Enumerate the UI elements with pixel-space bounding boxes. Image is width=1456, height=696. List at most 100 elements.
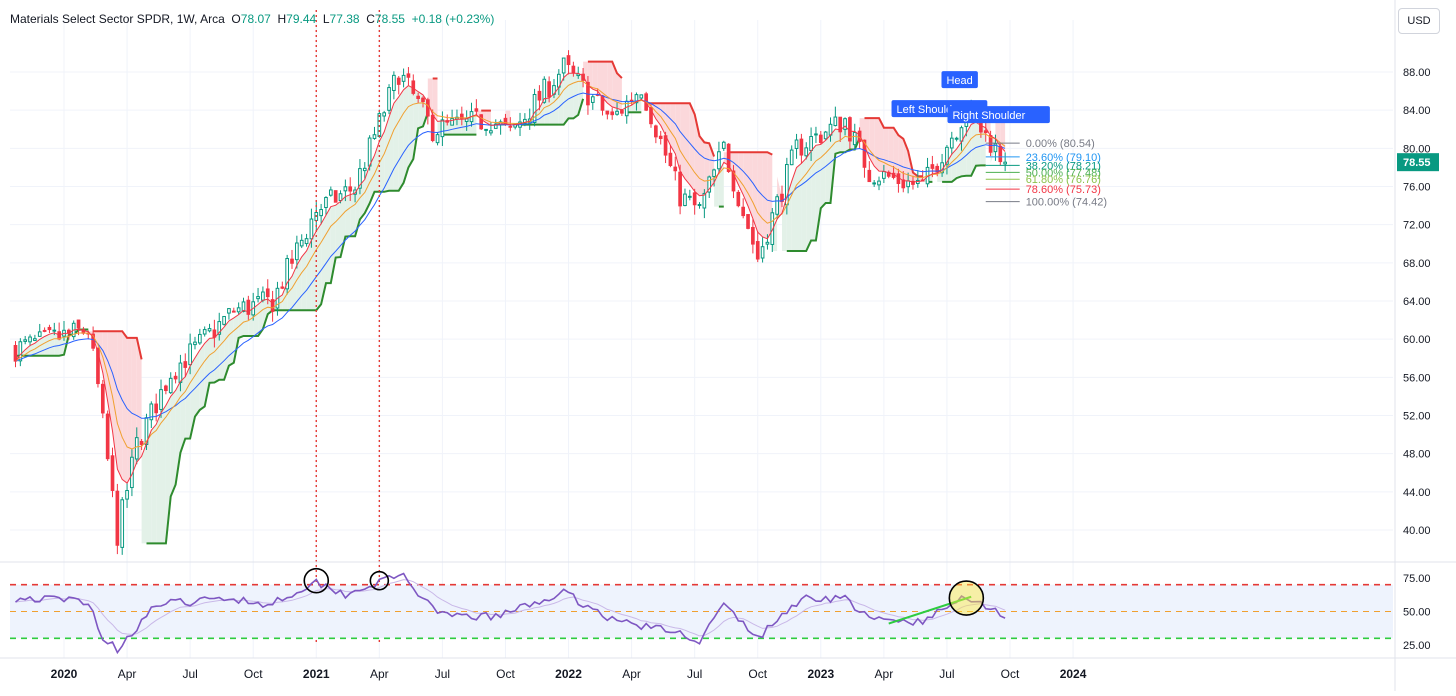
x-tick-label: Apr bbox=[118, 667, 137, 681]
candle-body bbox=[567, 56, 570, 65]
candle-body bbox=[606, 111, 609, 114]
candle bbox=[203, 326, 206, 336]
candle-body bbox=[761, 247, 764, 258]
candle bbox=[950, 132, 953, 155]
candle-body bbox=[213, 330, 216, 337]
x-tick-label: 2022 bbox=[555, 667, 582, 681]
y-tick-label: 88.00 bbox=[1403, 67, 1431, 79]
candle bbox=[795, 134, 798, 159]
candle-body bbox=[393, 75, 396, 90]
open-value: 78.07 bbox=[241, 12, 271, 26]
candle-body bbox=[611, 112, 614, 115]
candle-body bbox=[291, 259, 294, 263]
candle bbox=[155, 394, 158, 422]
pattern-label-text: Head bbox=[946, 75, 972, 87]
band-segment bbox=[685, 103, 690, 184]
band-segment bbox=[229, 318, 234, 366]
candle bbox=[824, 131, 827, 140]
candle-body bbox=[824, 132, 827, 139]
candle bbox=[708, 176, 711, 198]
candle bbox=[199, 329, 202, 345]
candle-body bbox=[174, 376, 177, 379]
candle bbox=[106, 411, 109, 461]
y-tick-label: 40.00 bbox=[1403, 525, 1431, 537]
candle-body bbox=[232, 311, 235, 312]
candle-body bbox=[388, 88, 391, 111]
candle-body bbox=[106, 414, 109, 459]
candle bbox=[121, 497, 124, 555]
candle-body bbox=[562, 58, 565, 73]
candle bbox=[567, 50, 570, 74]
candle bbox=[815, 127, 818, 143]
y-tick-label: 52.00 bbox=[1403, 411, 1431, 423]
candle-body bbox=[339, 194, 342, 201]
x-tick-label: 2020 bbox=[51, 667, 78, 681]
candle bbox=[174, 372, 177, 383]
candle-body bbox=[24, 340, 27, 342]
x-tick-label: Jul bbox=[687, 667, 702, 681]
candle bbox=[228, 308, 231, 319]
candle bbox=[334, 191, 337, 203]
candle-body bbox=[878, 181, 881, 185]
candle-body bbox=[548, 82, 551, 97]
candle-body bbox=[669, 153, 672, 165]
candle-body bbox=[931, 165, 934, 169]
candle-body bbox=[34, 339, 37, 341]
pattern-label: Right Shoulder bbox=[947, 106, 1049, 123]
candle-body bbox=[819, 135, 822, 142]
candle-body bbox=[485, 129, 488, 130]
candle bbox=[873, 180, 876, 187]
candle-body bbox=[790, 150, 793, 165]
band-segment bbox=[326, 207, 331, 283]
candle-body bbox=[53, 330, 56, 331]
candle-body bbox=[223, 316, 226, 324]
rsi-panel bbox=[10, 569, 1393, 653]
band-segment bbox=[142, 443, 147, 543]
candle-body bbox=[815, 134, 818, 135]
candle-body bbox=[853, 132, 856, 144]
candle-body bbox=[800, 139, 803, 155]
candle-body bbox=[417, 96, 420, 98]
y-tick-label: 56.00 bbox=[1403, 372, 1431, 384]
band-segment bbox=[49, 333, 54, 356]
candle-body bbox=[383, 113, 386, 116]
candle bbox=[286, 255, 289, 295]
candle-body bbox=[950, 138, 953, 148]
band-segment bbox=[200, 343, 205, 410]
candle-body bbox=[266, 289, 269, 297]
y-tick-label: 72.00 bbox=[1403, 220, 1431, 232]
candle bbox=[800, 134, 803, 164]
currency-button[interactable]: USD bbox=[1398, 8, 1440, 34]
candle-body bbox=[664, 136, 667, 155]
candle bbox=[480, 114, 483, 130]
candle-body bbox=[742, 207, 745, 215]
candle-body bbox=[329, 190, 332, 195]
candle bbox=[169, 372, 172, 394]
candle-body bbox=[766, 242, 769, 244]
candle-body bbox=[344, 187, 347, 191]
rsi-band bbox=[10, 585, 1393, 639]
candle-body bbox=[655, 126, 658, 137]
candle bbox=[688, 190, 691, 201]
candle bbox=[868, 161, 871, 182]
candle bbox=[722, 141, 725, 151]
y-tick-label: 84.00 bbox=[1403, 105, 1431, 117]
fib-level-label: 78.60% (75.73) bbox=[1026, 184, 1101, 196]
candle-body bbox=[334, 191, 337, 203]
vertical-markers bbox=[316, 10, 379, 642]
band-segment bbox=[763, 152, 768, 239]
candle-body bbox=[868, 170, 871, 181]
candle bbox=[116, 484, 119, 554]
candle bbox=[19, 338, 22, 366]
band-segment bbox=[350, 193, 355, 236]
candle-body bbox=[296, 243, 299, 260]
candle bbox=[101, 380, 104, 418]
candle-body bbox=[480, 115, 483, 129]
candle bbox=[606, 111, 609, 119]
candle bbox=[126, 483, 129, 508]
channel-bands bbox=[16, 62, 1006, 544]
band-segment bbox=[210, 338, 215, 383]
